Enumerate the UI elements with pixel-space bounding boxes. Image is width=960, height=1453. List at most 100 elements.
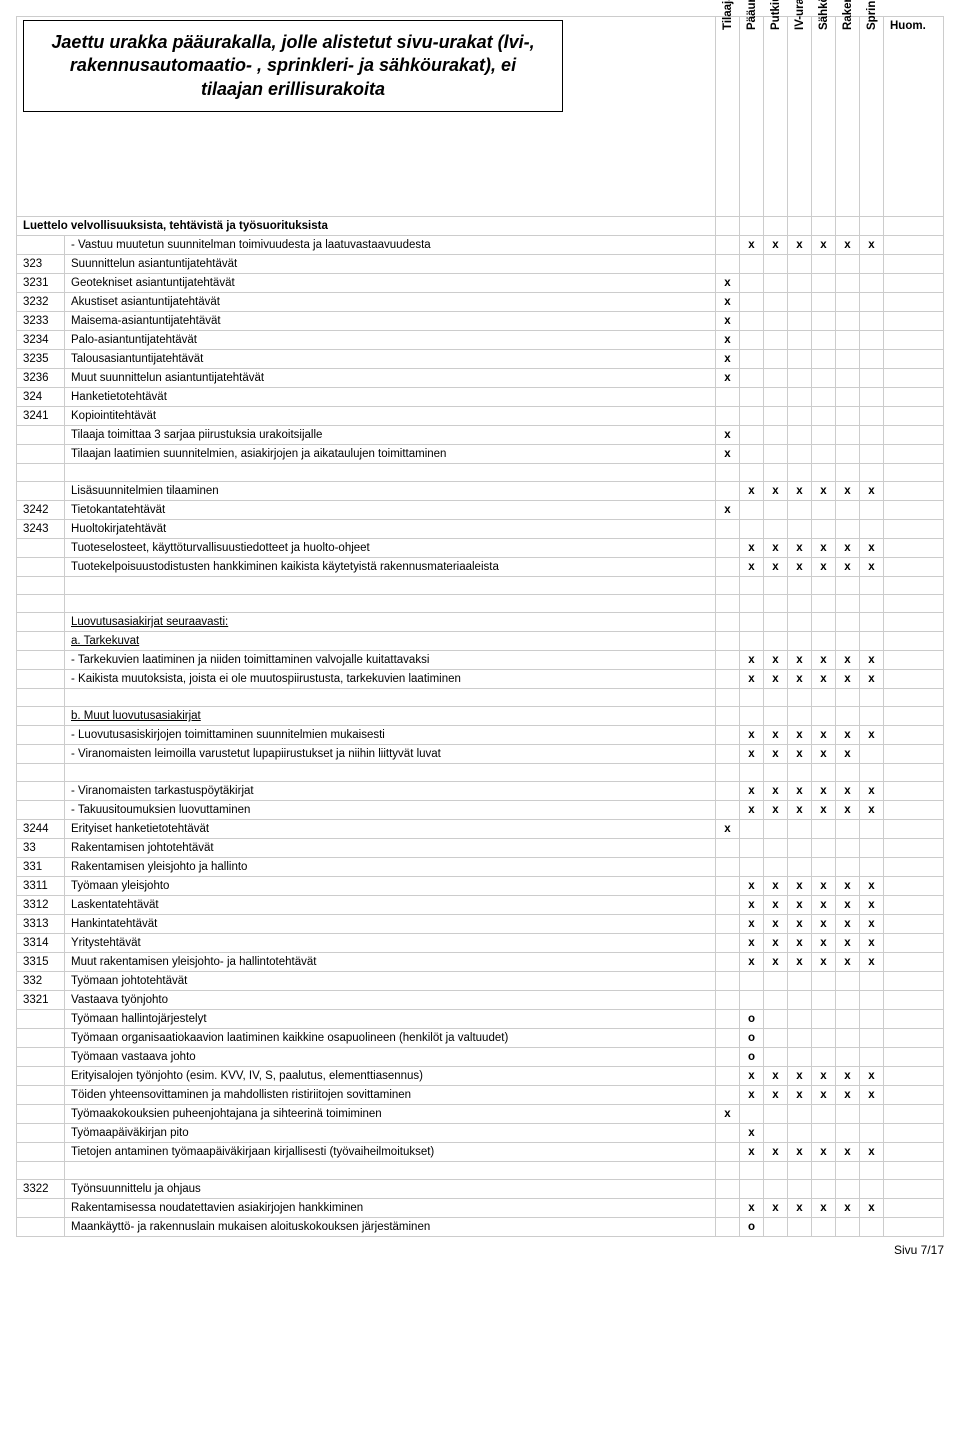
row-code <box>17 782 65 801</box>
mark-cell: x <box>836 782 860 801</box>
table-row: 3232Akustiset asiantuntijatehtävätx <box>17 293 944 312</box>
mark-cell <box>812 1105 836 1124</box>
table-row: 3322Työnsuunnittelu ja ohjaus <box>17 1180 944 1199</box>
mark-cell <box>788 293 812 312</box>
row-description: Erityiset hanketietotehtävät <box>65 820 716 839</box>
mark-cell <box>716 482 740 501</box>
row-description: Rakentamisessa noudatettavien asiakirjoj… <box>65 1199 716 1218</box>
row-description: Työmaan vastaava johto <box>65 1048 716 1067</box>
row-description: Maankäyttö- ja rakennuslain mukaisen alo… <box>65 1218 716 1237</box>
mark-cell <box>764 1124 788 1143</box>
mark-cell: x <box>836 1086 860 1105</box>
table-row: 3314Yritystehtävätxxxxxx <box>17 934 944 953</box>
mark-cell <box>836 839 860 858</box>
mark-cell: x <box>836 1143 860 1162</box>
row-description: Rakentamisen johtotehtävät <box>65 839 716 858</box>
row-code: 3242 <box>17 501 65 520</box>
mark-cell <box>740 501 764 520</box>
table-row: Maankäyttö- ja rakennuslain mukaisen alo… <box>17 1218 944 1237</box>
mark-cell <box>836 1105 860 1124</box>
mark-cell <box>740 331 764 350</box>
note-cell <box>884 1086 944 1105</box>
mark-cell <box>836 1124 860 1143</box>
mark-cell: x <box>764 558 788 577</box>
mark-cell: x <box>764 934 788 953</box>
table-row: - Takuusitoumuksien luovuttaminenxxxxxx <box>17 801 944 820</box>
mark-cell: x <box>812 782 836 801</box>
row-code <box>17 726 65 745</box>
page-footer: Sivu 7/17 <box>16 1243 944 1257</box>
note-cell <box>884 426 944 445</box>
mark-cell: x <box>788 236 812 255</box>
mark-cell: x <box>764 726 788 745</box>
mark-cell <box>812 369 836 388</box>
mark-cell: x <box>860 915 884 934</box>
row-code <box>17 651 65 670</box>
mark-cell <box>716 877 740 896</box>
mark-cell <box>812 707 836 726</box>
mark-cell: x <box>716 350 740 369</box>
row-code: 331 <box>17 858 65 877</box>
mark-cell <box>860 820 884 839</box>
mark-cell <box>812 839 836 858</box>
mark-cell <box>812 613 836 632</box>
mark-cell: x <box>860 782 884 801</box>
row-description: Luovutusasiakirjat seuraavasti: <box>65 613 716 632</box>
col-header-iv-urakoitsija: IV-urakoitsija <box>788 17 812 217</box>
mark-cell <box>788 369 812 388</box>
table-row: 3315Muut rakentamisen yleisjohto- ja hal… <box>17 953 944 972</box>
mark-cell: x <box>860 1086 884 1105</box>
mark-cell <box>764 312 788 331</box>
mark-cell <box>860 501 884 520</box>
row-description: Tilaaja toimittaa 3 sarjaa piirustuksia … <box>65 426 716 445</box>
mark-cell: x <box>764 1199 788 1218</box>
col-header-huom: Huom. <box>884 17 944 217</box>
mark-cell <box>740 1105 764 1124</box>
mark-cell: x <box>788 726 812 745</box>
mark-cell <box>764 613 788 632</box>
col-header-paaurakoitsija: Pääurakoitsija <box>740 17 764 217</box>
mark-cell <box>764 293 788 312</box>
mark-cell <box>812 501 836 520</box>
mark-cell <box>860 839 884 858</box>
mark-cell <box>860 407 884 426</box>
mark-cell <box>836 501 860 520</box>
mark-cell <box>788 858 812 877</box>
note-cell <box>884 558 944 577</box>
mark-cell <box>764 991 788 1010</box>
row-code: 33 <box>17 839 65 858</box>
mark-cell: x <box>812 934 836 953</box>
mark-cell <box>740 255 764 274</box>
row-description: Huoltokirjatehtävät <box>65 520 716 539</box>
mark-cell: x <box>788 782 812 801</box>
mark-cell <box>836 1048 860 1067</box>
mark-cell <box>764 1010 788 1029</box>
row-description: Tietojen antaminen työmaapäiväkirjaan ki… <box>65 1143 716 1162</box>
mark-cell <box>716 1010 740 1029</box>
mark-cell <box>764 1180 788 1199</box>
row-code: 3235 <box>17 350 65 369</box>
col-header-sahkourakoitsija: Sähköurakoitsija <box>812 17 836 217</box>
mark-cell: x <box>788 482 812 501</box>
table-row: Työmaan vastaava johtoo <box>17 1048 944 1067</box>
mark-cell <box>716 558 740 577</box>
mark-cell: x <box>836 934 860 953</box>
note-cell <box>884 745 944 764</box>
table-row: Työmaapäiväkirjan pitox <box>17 1124 944 1143</box>
mark-cell: x <box>716 820 740 839</box>
mark-cell: x <box>716 501 740 520</box>
mark-cell: x <box>836 896 860 915</box>
mark-cell <box>764 1105 788 1124</box>
mark-cell: x <box>788 877 812 896</box>
mark-cell: x <box>764 670 788 689</box>
mark-cell <box>812 972 836 991</box>
col-header-rakennusautomaatio: Rakennusautomaatiourakoitsija <box>836 17 860 217</box>
row-code: 3232 <box>17 293 65 312</box>
mark-cell <box>812 255 836 274</box>
note-cell <box>884 482 944 501</box>
mark-cell <box>860 707 884 726</box>
mark-cell <box>812 426 836 445</box>
mark-cell <box>716 539 740 558</box>
row-code <box>17 1124 65 1143</box>
mark-cell <box>740 613 764 632</box>
